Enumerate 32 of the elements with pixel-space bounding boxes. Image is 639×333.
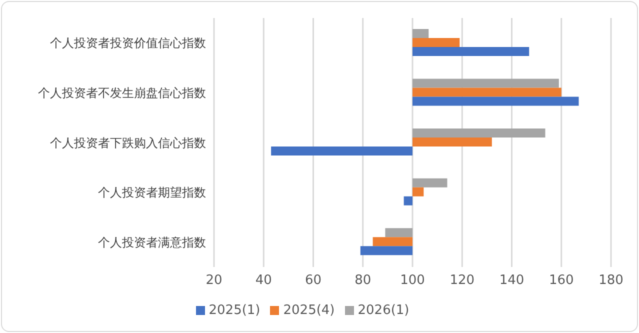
- x-tick-label: 100: [400, 273, 425, 288]
- legend-label: 2026(1): [358, 303, 410, 318]
- y-tick-label: 个人投资者下跌购入信心指数: [50, 136, 206, 150]
- y-tick-label: 个人投资者期望指数: [98, 186, 206, 200]
- x-tick-label: 20: [206, 273, 222, 288]
- bar: [412, 178, 448, 188]
- bar: [412, 187, 424, 196]
- bar: [412, 96, 579, 106]
- x-tick-label: 180: [598, 273, 624, 288]
- bar: [412, 138, 492, 147]
- legend-label: 2025(1): [208, 303, 260, 318]
- bar: [385, 228, 412, 238]
- y-tick-label: 个人投资者满意指数: [98, 235, 206, 250]
- y-tick-label: 个人投资者投资价值信心指数: [50, 36, 206, 50]
- x-tick-label: 60: [304, 273, 322, 288]
- x-tick-label: 160: [548, 273, 574, 288]
- bar: [404, 196, 412, 206]
- y-tick-label: 个人投资者不发生崩盘信心指数: [38, 86, 206, 100]
- x-tick-label: 120: [450, 273, 475, 288]
- x-tick-label: 140: [499, 273, 524, 288]
- bar: [412, 88, 562, 97]
- legend-label: 2025(4): [283, 303, 335, 318]
- bar: [412, 46, 530, 56]
- bar: [360, 246, 412, 256]
- bar: [412, 28, 429, 38]
- x-tick-label: 80: [354, 273, 372, 288]
- x-tick-label: 40: [255, 273, 272, 288]
- bar: [412, 78, 559, 88]
- bar: [412, 128, 546, 138]
- bar: [372, 237, 412, 246]
- bar: [271, 146, 412, 156]
- bar: [412, 38, 460, 47]
